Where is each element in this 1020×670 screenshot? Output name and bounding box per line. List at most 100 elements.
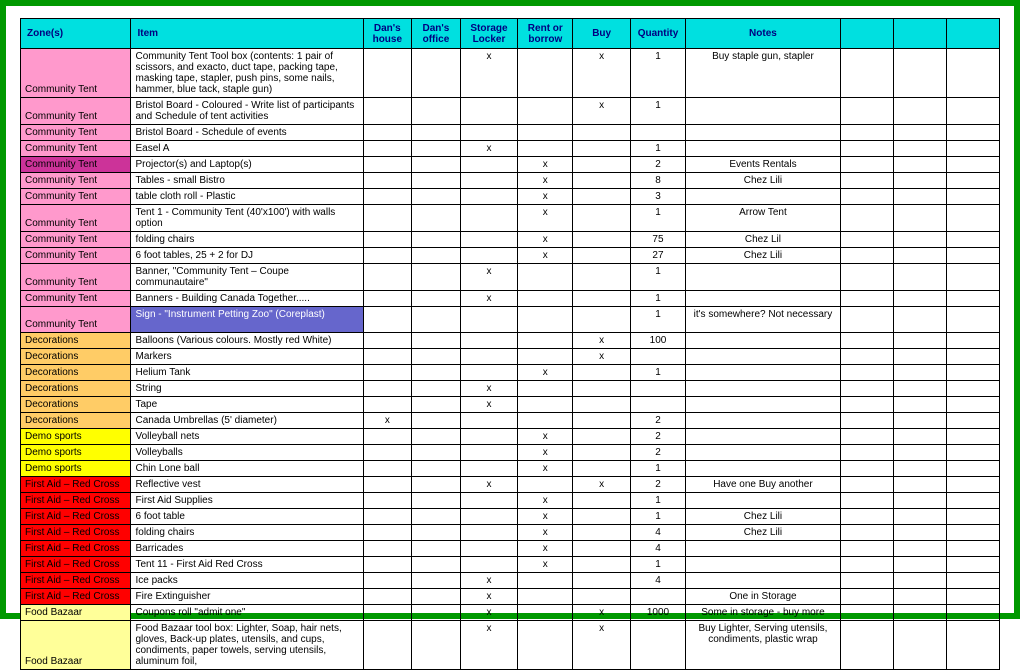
blank-cell[interactable] [840, 307, 893, 333]
header-dans-office[interactable]: Dan's office [412, 19, 461, 49]
item-cell[interactable]: First Aid Supplies [131, 493, 363, 509]
sl-cell[interactable] [460, 173, 517, 189]
blank-cell[interactable] [840, 365, 893, 381]
do-cell[interactable] [412, 125, 461, 141]
buy-cell[interactable]: x [573, 49, 630, 98]
item-cell[interactable]: Markers [131, 349, 363, 365]
rb-cell[interactable] [518, 573, 573, 589]
item-cell[interactable]: Volleyball nets [131, 429, 363, 445]
rb-cell[interactable]: x [518, 541, 573, 557]
buy-cell[interactable] [573, 248, 630, 264]
blank-cell[interactable] [893, 509, 946, 525]
notes-cell[interactable]: Chez Lili [686, 248, 841, 264]
sl-cell[interactable] [460, 232, 517, 248]
zone-cell[interactable]: Decorations [21, 333, 131, 349]
buy-cell[interactable] [573, 264, 630, 291]
do-cell[interactable] [412, 205, 461, 232]
item-cell[interactable]: Bristol Board - Coloured - Write list of… [131, 98, 363, 125]
zone-cell[interactable]: Decorations [21, 349, 131, 365]
blank-cell[interactable] [840, 429, 893, 445]
do-cell[interactable] [412, 349, 461, 365]
sl-cell[interactable]: x [460, 291, 517, 307]
rb-cell[interactable] [518, 621, 573, 670]
notes-cell[interactable]: Some in storage - buy more [686, 605, 841, 621]
buy-cell[interactable] [573, 232, 630, 248]
rb-cell[interactable]: x [518, 525, 573, 541]
buy-cell[interactable] [573, 397, 630, 413]
dh-cell[interactable] [363, 349, 412, 365]
qty-cell[interactable]: 4 [630, 541, 685, 557]
sl-cell[interactable] [460, 429, 517, 445]
item-cell[interactable]: Coupons roll "admit one" [131, 605, 363, 621]
blank-cell[interactable] [840, 381, 893, 397]
blank-cell[interactable] [893, 605, 946, 621]
blank-cell[interactable] [893, 525, 946, 541]
sl-cell[interactable] [460, 509, 517, 525]
sl-cell[interactable]: x [460, 381, 517, 397]
do-cell[interactable] [412, 141, 461, 157]
buy-cell[interactable]: x [573, 477, 630, 493]
qty-cell[interactable]: 75 [630, 232, 685, 248]
rb-cell[interactable]: x [518, 173, 573, 189]
header-storage-locker[interactable]: Storage Locker [460, 19, 517, 49]
qty-cell[interactable]: 1 [630, 141, 685, 157]
notes-cell[interactable]: Chez Lili [686, 173, 841, 189]
do-cell[interactable] [412, 98, 461, 125]
blank-cell[interactable] [840, 333, 893, 349]
sl-cell[interactable] [460, 157, 517, 173]
zone-cell[interactable]: Decorations [21, 413, 131, 429]
notes-cell[interactable] [686, 413, 841, 429]
header-zone[interactable]: Zone(s) [21, 19, 131, 49]
notes-cell[interactable]: One in Storage [686, 589, 841, 605]
qty-cell[interactable]: 1 [630, 205, 685, 232]
buy-cell[interactable] [573, 413, 630, 429]
blank-cell[interactable] [946, 461, 999, 477]
qty-cell[interactable]: 1 [630, 49, 685, 98]
dh-cell[interactable] [363, 477, 412, 493]
zone-cell[interactable]: First Aid – Red Cross [21, 525, 131, 541]
blank-cell[interactable] [893, 461, 946, 477]
notes-cell[interactable] [686, 365, 841, 381]
rb-cell[interactable]: x [518, 365, 573, 381]
rb-cell[interactable] [518, 291, 573, 307]
qty-cell[interactable]: 27 [630, 248, 685, 264]
rb-cell[interactable] [518, 477, 573, 493]
sl-cell[interactable] [460, 461, 517, 477]
buy-cell[interactable] [573, 157, 630, 173]
blank-cell[interactable] [893, 232, 946, 248]
rb-cell[interactable] [518, 397, 573, 413]
item-cell[interactable]: Barricades [131, 541, 363, 557]
zone-cell[interactable]: Food Bazaar [21, 621, 131, 670]
dh-cell[interactable] [363, 98, 412, 125]
zone-cell[interactable]: First Aid – Red Cross [21, 509, 131, 525]
blank-cell[interactable] [840, 125, 893, 141]
zone-cell[interactable]: Community Tent [21, 248, 131, 264]
qty-cell[interactable]: 1000 [630, 605, 685, 621]
buy-cell[interactable]: x [573, 98, 630, 125]
buy-cell[interactable]: x [573, 333, 630, 349]
header-buy[interactable]: Buy [573, 19, 630, 49]
blank-cell[interactable] [840, 477, 893, 493]
zone-cell[interactable]: First Aid – Red Cross [21, 589, 131, 605]
blank-cell[interactable] [840, 621, 893, 670]
blank-cell[interactable] [946, 157, 999, 173]
blank-cell[interactable] [840, 397, 893, 413]
item-cell[interactable]: Easel A [131, 141, 363, 157]
item-cell[interactable]: Banners - Building Canada Together..... [131, 291, 363, 307]
blank-cell[interactable] [893, 189, 946, 205]
notes-cell[interactable] [686, 125, 841, 141]
buy-cell[interactable] [573, 493, 630, 509]
do-cell[interactable] [412, 413, 461, 429]
dh-cell[interactable] [363, 525, 412, 541]
blank-cell[interactable] [946, 333, 999, 349]
notes-cell[interactable] [686, 397, 841, 413]
blank-cell[interactable] [840, 525, 893, 541]
item-cell[interactable]: Community Tent Tool box (contents: 1 pai… [131, 49, 363, 98]
sl-cell[interactable]: x [460, 477, 517, 493]
sl-cell[interactable] [460, 189, 517, 205]
qty-cell[interactable]: 2 [630, 429, 685, 445]
sl-cell[interactable]: x [460, 397, 517, 413]
dh-cell[interactable] [363, 621, 412, 670]
do-cell[interactable] [412, 397, 461, 413]
dh-cell[interactable] [363, 232, 412, 248]
